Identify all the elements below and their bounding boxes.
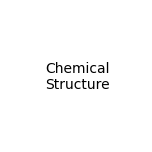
Text: Chemical
Structure: Chemical Structure [46,62,110,92]
